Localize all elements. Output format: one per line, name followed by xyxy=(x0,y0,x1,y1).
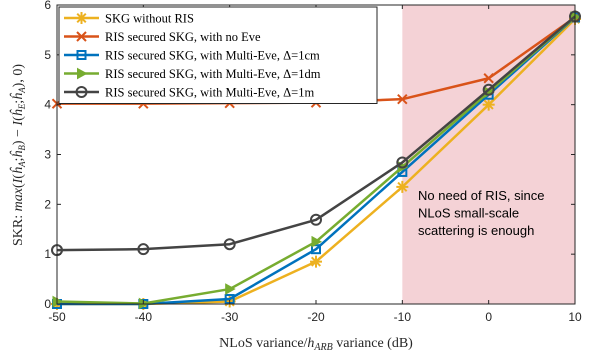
series-4-point xyxy=(225,283,236,295)
legend-entry: RIS secured SKG, with Multi-Eve, Δ=1dm xyxy=(105,67,321,81)
legend-marker xyxy=(75,86,88,98)
y-tick-label: 2 xyxy=(44,197,51,211)
series-5-point xyxy=(223,238,236,251)
series-1-point xyxy=(482,98,495,111)
y-tick-label: 3 xyxy=(44,148,51,162)
y-tick-label: 6 xyxy=(44,0,51,12)
series-5-point xyxy=(482,83,495,96)
annotation: No need of RIS, since NLoS small-scale sca… xyxy=(418,188,544,238)
x-tick-label: -10 xyxy=(394,310,412,324)
x-tick-label: -50 xyxy=(48,310,66,324)
series-5-point xyxy=(396,156,409,169)
series-line-5 xyxy=(56,15,576,252)
legend-marker xyxy=(77,67,88,80)
x-tick-label: -40 xyxy=(135,310,153,324)
series-3-point xyxy=(311,244,321,255)
legend-marker xyxy=(76,31,87,42)
y-tick-label: 4 xyxy=(44,98,51,112)
x-tick-label: -30 xyxy=(221,310,239,324)
y-tick-label: 5 xyxy=(44,48,51,62)
legend-marker xyxy=(75,12,88,24)
legend-entry: RIS secured SKG, with Multi-Eve, Δ=1m xyxy=(105,86,314,100)
legend-marker xyxy=(76,50,87,60)
series-1-point xyxy=(396,180,409,193)
legend-entry: SKG without RIS xyxy=(105,12,194,26)
legend-entry: RIS secured SKG, with no Eve xyxy=(105,30,261,44)
x-tick-label: 0 xyxy=(485,310,492,324)
legend-box xyxy=(58,6,378,104)
legend-entry: RIS secured SKG, with Multi-Eve, Δ=1cm xyxy=(105,49,320,63)
series-5-point xyxy=(310,213,322,226)
y-tick-label: 0 xyxy=(44,297,51,311)
y-tick-label: 1 xyxy=(44,247,51,261)
x-tick-label: -20 xyxy=(307,310,325,324)
x-tick-label: 10 xyxy=(568,310,582,324)
series-2-point xyxy=(483,73,494,84)
series-4-point xyxy=(311,235,323,248)
series-2-point xyxy=(397,93,408,105)
series-1-point xyxy=(310,255,322,268)
shaded-region xyxy=(402,5,575,304)
x-axis-label: NLoS variance/hARB variance (dB) xyxy=(219,336,413,353)
y-axis-label: SKR: max(I(ĥA;ĥB) − I(ĥE;ĥA), 0) xyxy=(9,64,27,246)
series-5-point xyxy=(137,243,150,256)
